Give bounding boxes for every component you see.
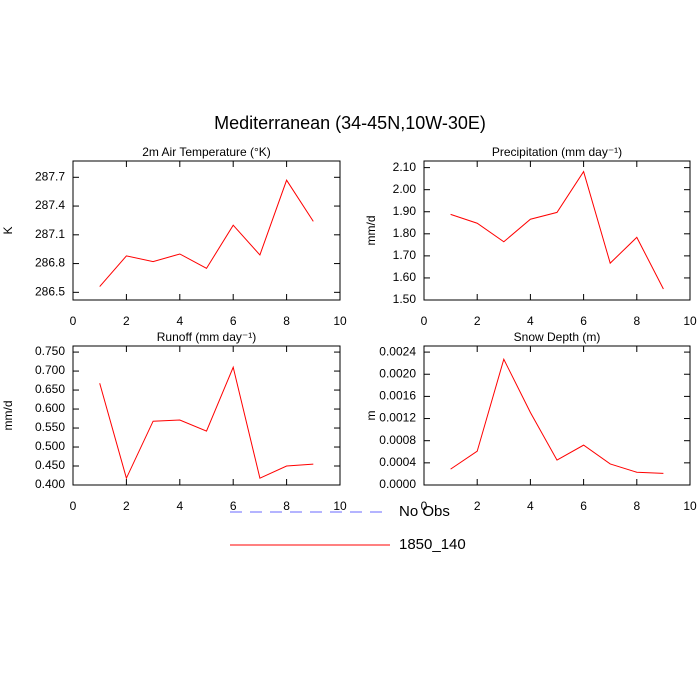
y-tick-label: 0.700	[35, 363, 65, 377]
series-line	[99, 365, 314, 480]
x-tick-label: 10	[333, 314, 347, 328]
x-tick-label: 10	[683, 314, 697, 328]
x-tick-label: 4	[176, 314, 183, 328]
plot-frame	[72, 345, 341, 486]
y-tick-label: 0.0020	[379, 366, 416, 380]
x-tick-label: 0	[421, 499, 428, 513]
x-tick-label: 2	[474, 499, 481, 513]
y-tick-label: 1.60	[393, 270, 417, 284]
x-tick-label: 10	[683, 499, 697, 513]
series-line	[450, 357, 664, 474]
panel-title: 2m Air Temperature (°K)	[142, 145, 271, 159]
x-tick-label: 8	[283, 499, 290, 513]
y-tick-label: 1.90	[393, 204, 417, 218]
y-tick-label: 0.650	[35, 382, 65, 396]
plot-frame	[423, 345, 691, 486]
x-tick-label: 8	[633, 499, 640, 513]
series-line	[450, 170, 664, 290]
y-tick-label: 0.0004	[379, 455, 416, 469]
y-tick-label: 0.0012	[379, 411, 416, 425]
y-tick-label: 2.00	[393, 182, 417, 196]
figure-title: Mediterranean (34-45N,10W-30E)	[214, 113, 486, 133]
y-tick-label: 0.550	[35, 420, 65, 434]
y-tick-label: 286.5	[35, 285, 65, 299]
x-tick-label: 4	[527, 314, 534, 328]
plot-frame	[423, 160, 691, 301]
y-tick-label: 1.50	[393, 292, 417, 306]
y-tick-label: 1.70	[393, 248, 417, 262]
y-tick-label: 0.0016	[379, 389, 416, 403]
x-tick-label: 4	[527, 499, 534, 513]
x-tick-label: 0	[421, 314, 428, 328]
x-tick-label: 8	[633, 314, 640, 328]
x-tick-label: 2	[123, 499, 130, 513]
legend-label: No Obs	[399, 503, 450, 520]
panel-title: Runoff (mm day⁻¹)	[157, 330, 256, 344]
x-tick-label: 0	[70, 314, 77, 328]
x-tick-label: 4	[176, 499, 183, 513]
y-tick-label: 0.0000	[379, 477, 416, 491]
y-tick-label: 2.10	[393, 160, 417, 174]
x-tick-label: 2	[123, 314, 130, 328]
x-tick-label: 6	[580, 499, 587, 513]
x-tick-label: 6	[230, 314, 237, 328]
y-tick-label: 0.0008	[379, 433, 416, 447]
panel-title: Precipitation (mm day⁻¹)	[492, 145, 622, 159]
y-tick-label: 0.0024	[379, 344, 416, 358]
plot-frame	[72, 160, 341, 301]
x-tick-label: 2	[474, 314, 481, 328]
x-tick-label: 8	[283, 314, 290, 328]
panel-title: Snow Depth (m)	[514, 330, 601, 344]
x-tick-label: 10	[333, 499, 347, 513]
y-tick-label: 0.450	[35, 458, 65, 472]
y-axis-label: mm/d	[364, 216, 378, 246]
y-tick-label: 287.1	[35, 227, 65, 241]
y-tick-label: 0.500	[35, 439, 65, 453]
y-tick-label: 286.8	[35, 256, 65, 270]
x-tick-label: 6	[230, 499, 237, 513]
y-tick-label: 287.4	[35, 198, 65, 212]
legend-label: 1850_140	[399, 536, 466, 553]
y-axis-label: mm/d	[1, 401, 15, 431]
y-tick-label: 0.400	[35, 477, 65, 491]
x-tick-label: 6	[580, 314, 587, 328]
series-line	[99, 179, 314, 287]
y-tick-label: 0.600	[35, 401, 65, 415]
y-axis-label: m	[364, 411, 378, 421]
y-tick-label: 0.750	[35, 344, 65, 358]
y-axis-label: K	[1, 226, 15, 234]
y-tick-label: 287.7	[35, 169, 65, 183]
y-tick-label: 1.80	[393, 226, 417, 240]
x-tick-label: 0	[70, 499, 77, 513]
